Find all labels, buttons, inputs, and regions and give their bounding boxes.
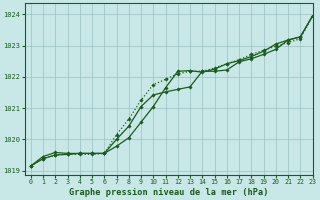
X-axis label: Graphe pression niveau de la mer (hPa): Graphe pression niveau de la mer (hPa) <box>69 188 268 197</box>
